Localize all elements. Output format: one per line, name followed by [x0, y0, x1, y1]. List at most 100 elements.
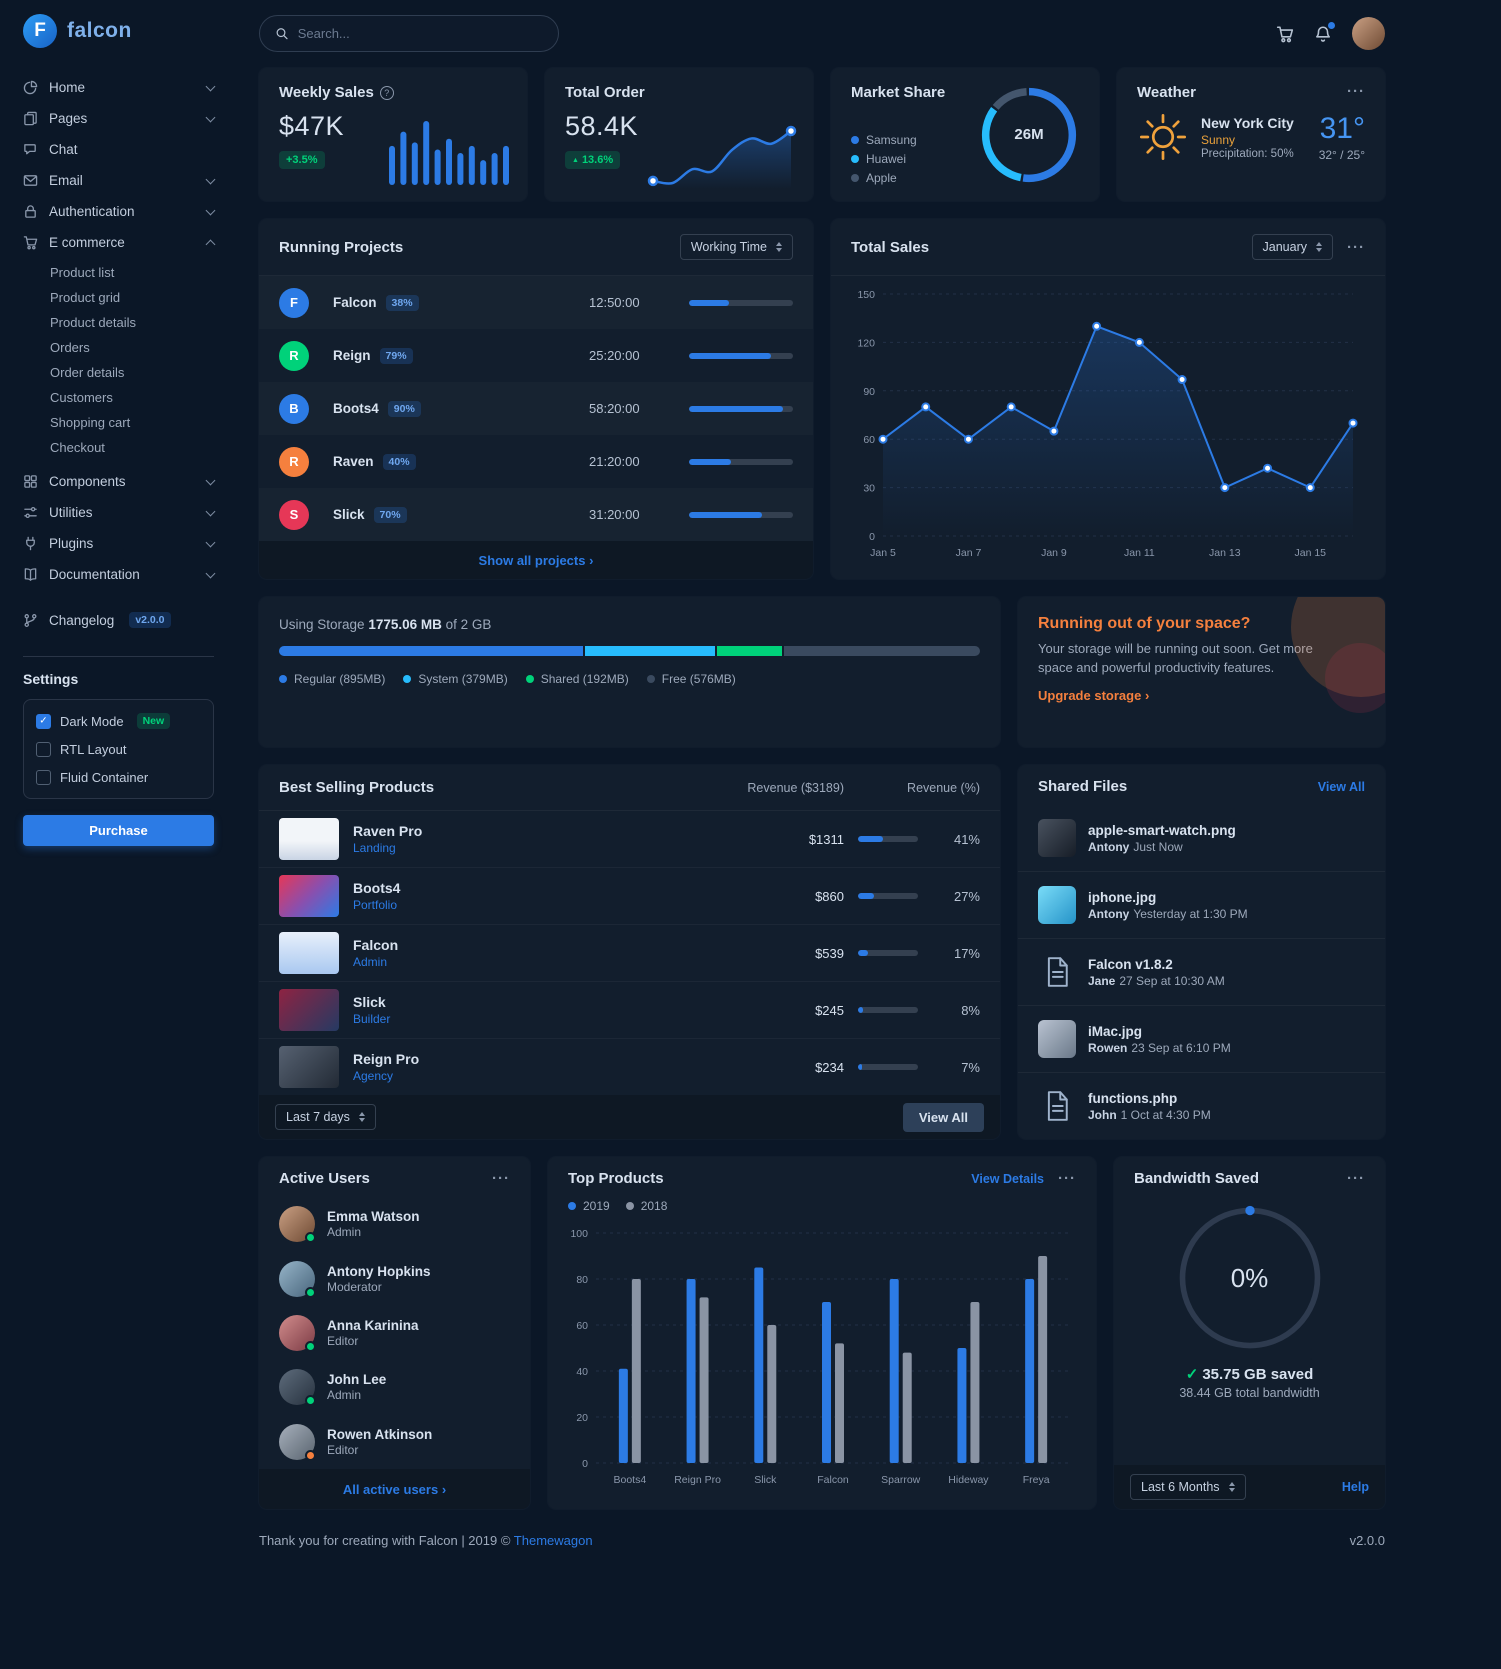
- project-name[interactable]: Reign: [333, 348, 371, 363]
- sort-icon: [1229, 1482, 1235, 1492]
- bandwidth-saved: ✓ 35.75 GB saved: [1185, 1366, 1314, 1383]
- product-type-link[interactable]: Landing: [353, 841, 396, 855]
- file-thumbnail: [1038, 1020, 1076, 1058]
- sidebar-item[interactable]: Email: [23, 165, 216, 196]
- sidebar-item[interactable]: Utilities: [23, 497, 216, 528]
- sidebar-item-label: Documentation: [49, 567, 140, 582]
- project-name[interactable]: Slick: [333, 507, 365, 522]
- weekly-sales-badge: +3.5%: [279, 151, 325, 169]
- column-header-percent: Revenue (%): [907, 780, 980, 795]
- product-type-link[interactable]: Agency: [353, 1069, 394, 1083]
- user-avatar[interactable]: [1352, 17, 1385, 50]
- weather-range: 32° / 25°: [1318, 148, 1365, 162]
- search-box[interactable]: [259, 15, 559, 52]
- product-row: Slick Builder $245 8%: [259, 981, 1000, 1038]
- sidebar-item[interactable]: Documentation: [23, 559, 216, 590]
- sidebar-subitem[interactable]: Checkout: [50, 440, 105, 455]
- show-all-projects-link[interactable]: Show all projects ›: [478, 552, 594, 568]
- sidebar-subitem[interactable]: Customers: [50, 390, 113, 405]
- working-time-select[interactable]: Working Time: [679, 234, 793, 260]
- file-row[interactable]: iMac.jpg Rowen 23 Sep at 6:10 PM: [1018, 1006, 1385, 1073]
- sidebar-subitem[interactable]: Shopping cart: [50, 415, 131, 430]
- brand[interactable]: F falcon: [23, 14, 214, 48]
- project-name[interactable]: Boots4: [333, 401, 379, 416]
- product-type-link[interactable]: Admin: [353, 955, 388, 969]
- settings-option[interactable]: Fluid Container: [36, 770, 201, 785]
- product-percent: 27%: [953, 888, 980, 904]
- file-row[interactable]: Falcon v1.8.2 Jane 27 Sep at 10:30 AM: [1018, 939, 1385, 1006]
- sidebar-item[interactable]: Components: [23, 466, 216, 497]
- ellipsis-icon[interactable]: ···: [1347, 83, 1365, 100]
- weather-precipitation: Precipitation: 50%: [1201, 147, 1294, 160]
- sidebar: F falcon Home Pages: [0, 0, 230, 1568]
- sidebar-item[interactable]: Authentication: [23, 196, 216, 227]
- market-share-card: Market Share Samsung Huawei: [831, 68, 1099, 201]
- themewagon-link[interactable]: Themewagon: [513, 1533, 593, 1548]
- sidebar-subitem[interactable]: Product grid: [50, 290, 121, 305]
- user-avatar: [279, 1260, 316, 1298]
- all-active-users-link[interactable]: All active users ›: [342, 1481, 447, 1497]
- user-row[interactable]: Rowen Atkinson Editor: [259, 1415, 530, 1469]
- checkbox[interactable]: [36, 742, 51, 757]
- user-row[interactable]: Anna Karinina Editor: [259, 1306, 530, 1360]
- product-progress-bar: [858, 1064, 918, 1070]
- sidebar-item[interactable]: Home: [23, 72, 216, 103]
- view-all-button[interactable]: View All: [902, 1102, 984, 1132]
- svg-text:120: 120: [857, 337, 875, 349]
- days-select[interactable]: Last 7 days: [275, 1104, 376, 1130]
- file-meta: Jane 27 Sep at 10:30 AM: [1088, 973, 1225, 988]
- info-icon[interactable]: ?: [379, 85, 394, 100]
- sidebar-subitem[interactable]: Product list: [50, 265, 115, 280]
- ellipsis-icon[interactable]: ···: [1347, 238, 1365, 256]
- upgrade-storage-link[interactable]: Upgrade storage ›: [1038, 687, 1150, 703]
- sidebar-subitem[interactable]: Product details: [50, 315, 136, 330]
- svg-text:Jan 5: Jan 5: [870, 547, 896, 559]
- sidebar-item[interactable]: Chat: [23, 134, 214, 165]
- product-revenue: $860: [815, 888, 844, 904]
- weekly-sales-chart: [389, 121, 509, 185]
- file-row[interactable]: functions.php John 1 Oct at 4:30 PM: [1018, 1073, 1385, 1139]
- product-type-link[interactable]: Builder: [353, 1012, 391, 1026]
- storage-label: Using Storage 1775.06 MB of 2 GB: [279, 617, 492, 632]
- month-select[interactable]: January: [1251, 234, 1333, 260]
- sidebar-item[interactable]: Pages: [23, 103, 216, 134]
- project-name[interactable]: Raven: [333, 454, 374, 469]
- file-name: iMac.jpg: [1088, 1023, 1143, 1039]
- search-input[interactable]: [297, 26, 543, 41]
- sidebar-item-icon: [23, 173, 38, 188]
- settings-option[interactable]: RTL Layout: [36, 742, 201, 757]
- cart-button[interactable]: [1276, 25, 1294, 43]
- status-dot: [305, 1341, 316, 1353]
- sidebar-item[interactable]: E commerce: [23, 227, 216, 258]
- user-row[interactable]: John Lee Admin: [259, 1360, 530, 1414]
- project-name[interactable]: Falcon: [333, 295, 377, 310]
- total-order-chart: [647, 125, 797, 189]
- sidebar-item-icon: [23, 505, 38, 520]
- sidebar-subitem[interactable]: Order details: [50, 365, 125, 380]
- product-progress-bar: [858, 1007, 918, 1013]
- product-type-link[interactable]: Portfolio: [353, 898, 398, 912]
- months-select[interactable]: Last 6 Months: [1130, 1474, 1246, 1500]
- purchase-button[interactable]: Purchase: [23, 815, 214, 846]
- checkbox[interactable]: [36, 770, 51, 785]
- sidebar-item-label: Pages: [49, 111, 88, 126]
- view-all-link[interactable]: View All: [1317, 779, 1365, 794]
- file-row[interactable]: apple-smart-watch.png Antony Just Now: [1018, 805, 1385, 872]
- sidebar-subitem[interactable]: Orders: [50, 340, 90, 355]
- user-row[interactable]: Emma Watson Admin: [259, 1197, 530, 1251]
- settings-option[interactable]: Dark Mode New: [36, 713, 201, 729]
- help-link[interactable]: Help: [1341, 1480, 1369, 1494]
- ellipsis-icon[interactable]: ···: [1347, 1170, 1365, 1187]
- ellipsis-icon[interactable]: ···: [492, 1170, 510, 1187]
- checkbox[interactable]: [36, 713, 51, 729]
- sidebar-item-label: E commerce: [49, 235, 125, 250]
- view-details-link[interactable]: View Details: [971, 1171, 1044, 1186]
- sidebar-item[interactable]: Plugins: [23, 528, 216, 559]
- sidebar-item-changelog[interactable]: Changelog v2.0.0: [23, 604, 214, 636]
- legend-item: Free (576MB): [646, 672, 736, 686]
- file-row[interactable]: iphone.jpg Antony Yesterday at 1:30 PM: [1018, 872, 1385, 939]
- notifications-button[interactable]: [1314, 21, 1335, 43]
- user-row[interactable]: Antony Hopkins Moderator: [259, 1251, 530, 1305]
- svg-text:0: 0: [869, 531, 875, 543]
- ellipsis-icon[interactable]: ···: [1058, 1170, 1076, 1187]
